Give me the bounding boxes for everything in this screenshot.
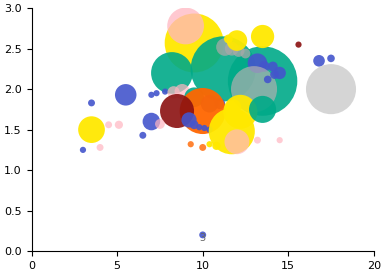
Point: [264, 77, 271, 82]
Point: [200, 233, 206, 237]
Point: [182, 24, 189, 28]
Point: [316, 59, 322, 63]
Point: [222, 45, 228, 49]
Point: [234, 140, 240, 144]
Point: [179, 89, 185, 94]
Point: [237, 110, 243, 114]
Point: [251, 87, 257, 91]
Point: [157, 122, 163, 126]
Point: [148, 119, 154, 124]
Point: [154, 91, 160, 95]
Text: 3: 3: [200, 233, 206, 243]
Point: [295, 42, 301, 47]
Point: [220, 67, 226, 71]
Point: [236, 49, 242, 53]
Point: [140, 133, 146, 138]
Point: [276, 71, 283, 75]
Point: [270, 64, 276, 69]
Point: [225, 37, 231, 41]
Point: [169, 71, 175, 75]
Point: [328, 56, 334, 60]
Point: [206, 127, 213, 132]
Point: [206, 101, 213, 106]
Point: [259, 79, 266, 83]
Point: [191, 95, 197, 100]
Point: [123, 93, 129, 97]
Point: [271, 72, 278, 77]
Point: [105, 123, 112, 127]
Point: [234, 38, 240, 43]
Point: [328, 87, 334, 91]
Point: [200, 145, 206, 150]
Point: [171, 90, 177, 95]
Point: [80, 148, 86, 152]
Point: [230, 105, 236, 109]
Point: [254, 138, 261, 142]
Point: [187, 142, 194, 146]
Point: [261, 64, 267, 69]
Point: [259, 34, 266, 39]
Point: [243, 51, 249, 56]
Point: [89, 127, 95, 132]
Point: [196, 125, 203, 130]
Point: [89, 101, 95, 105]
Point: [206, 142, 213, 146]
Point: [213, 144, 219, 148]
Point: [174, 109, 180, 113]
Point: [259, 107, 266, 112]
Point: [276, 138, 283, 142]
Point: [200, 109, 206, 113]
Point: [191, 41, 197, 45]
Point: [148, 93, 154, 97]
Point: [116, 123, 122, 127]
Point: [229, 46, 235, 51]
Point: [162, 89, 168, 94]
Point: [254, 61, 261, 65]
Point: [229, 129, 235, 133]
Point: [201, 126, 208, 130]
Point: [191, 123, 197, 127]
Point: [186, 118, 192, 122]
Point: [97, 145, 103, 150]
Point: [217, 101, 223, 106]
